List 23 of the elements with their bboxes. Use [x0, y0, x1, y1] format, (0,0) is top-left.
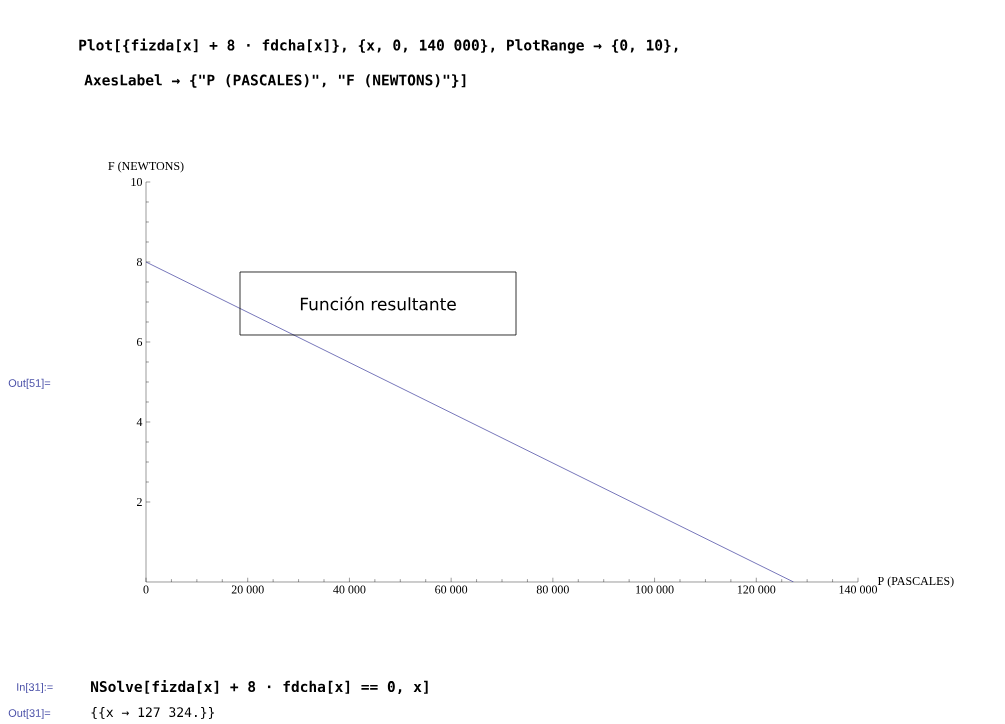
- x-axis-title: P (PASCALES): [877, 576, 954, 588]
- x-tick-label: 60 000: [435, 585, 468, 594]
- y-tick-label: 8: [136, 257, 143, 267]
- text: NSolve[fizda[x] + 8 · fdcha[x] == 0, x]: [91, 680, 428, 694]
- y-tick-label: 4: [136, 418, 143, 426]
- x-tick-label: 40 000: [333, 585, 366, 594]
- y-tick-label: 2: [137, 498, 142, 506]
- x-tick-label: 80 000: [536, 585, 569, 594]
- text: Out[31]=: [8, 708, 51, 720]
- x-tick-label: 20 000: [231, 585, 264, 594]
- text: In[31]:=: [17, 682, 53, 694]
- y-tick-label: 10: [131, 177, 142, 187]
- text: Plot[{fizda[x] + 8 · fdcha[x]}, {x, 0, 140 000}, PlotRange → {0, 10},: [79, 38, 678, 54]
- text: AxesLabel → {"P (PASCALES)", "F (NEWTONS)"}]: [84, 74, 466, 88]
- x-tick-label: 100 000: [636, 585, 674, 594]
- x-tick-label: 140 000: [839, 585, 878, 594]
- y-axis-title: F (NEWTONS): [108, 161, 184, 173]
- y-tick-label: 6: [136, 337, 143, 347]
- x-tick-label: 0: [143, 585, 149, 594]
- text: {{x → 127 324.}}: [91, 707, 215, 719]
- annotation: Función resultante: [300, 296, 456, 311]
- x-tick-label: 120 000: [737, 585, 776, 594]
- text: Out[51]=: [8, 378, 51, 390]
